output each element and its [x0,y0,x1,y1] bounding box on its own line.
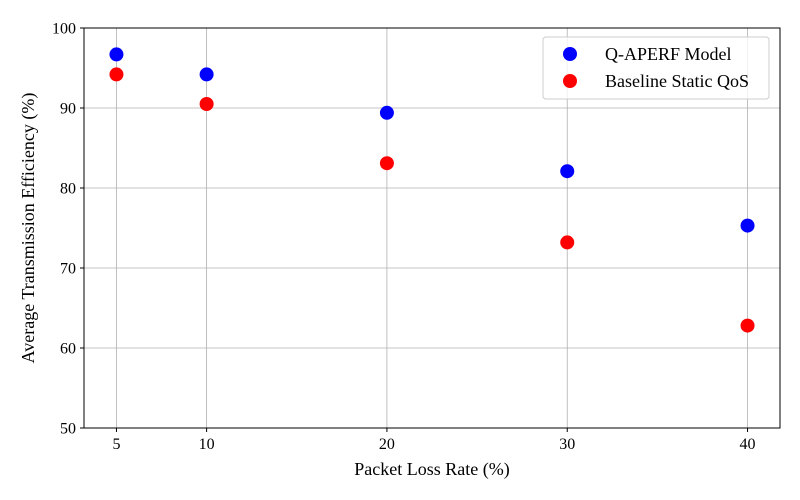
y-axis-label: Average Transmission Efficiency (%) [18,93,39,364]
data-point-series-0 [199,67,214,82]
axis-ticks: 5 10 20 30 40 50 60 70 80 90 100 [52,21,756,454]
x-tick-label: 5 [112,436,120,453]
data-point-series-1 [199,97,214,111]
data-point-series-1 [740,318,755,333]
legend-box [542,36,770,100]
data-point-series-1 [560,235,575,250]
legend-label-series-0: Q-APERF Model [605,44,732,64]
data-point-series-1 [379,156,394,171]
y-tick-label: 80 [60,181,76,198]
x-axis-label: Packet Loss Rate (%) [354,459,509,480]
y-tick-label: 90 [60,101,76,118]
data-points [109,47,755,333]
y-tick-label: 100 [52,21,76,38]
x-tick-label: 20 [379,436,395,453]
data-point-series-0 [740,218,755,233]
y-tick-label: 50 [60,421,76,438]
data-point-series-1 [109,67,124,82]
y-tick-label: 70 [60,261,76,278]
y-tick-label: 60 [60,341,76,358]
legend-marker-series-0 [563,47,577,61]
x-tick-label: 40 [740,436,756,453]
legend: Q-APERF Model Baseline Static QoS [542,36,770,100]
legend-marker-series-1 [563,74,577,88]
legend-label-series-1: Baseline Static QoS [605,71,749,91]
plot-frame [83,27,781,429]
data-point-series-0 [379,105,394,120]
x-tick-label: 30 [559,436,575,453]
data-point-series-0 [560,164,575,179]
x-tick-label: 10 [199,436,215,453]
data-point-series-0 [109,47,124,62]
